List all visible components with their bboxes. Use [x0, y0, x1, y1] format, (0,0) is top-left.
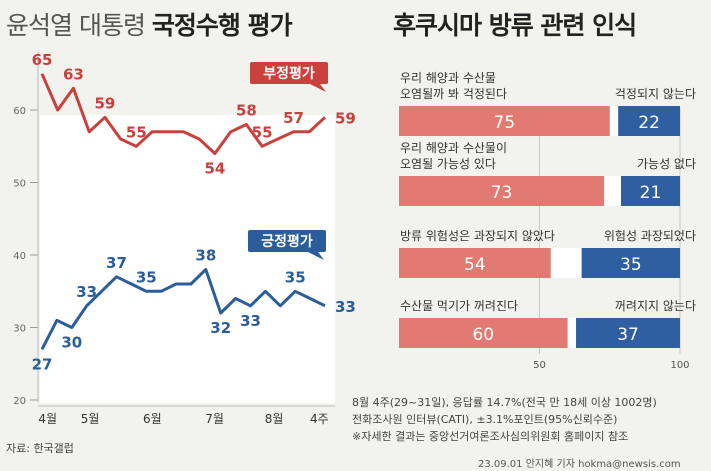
bar-agree-value: 54 — [464, 255, 486, 275]
survey-note-3: ※자세한 결과는 중앙선거여론조사심의위원회 홈페이지 참조 — [352, 430, 629, 443]
bar-chart-title: 후쿠시마 방류 관련 인식 — [393, 11, 637, 40]
data-label: 35 — [285, 268, 306, 286]
bar-disagree-value: 22 — [638, 113, 660, 133]
data-label: 27 — [32, 355, 53, 373]
data-label: 55 — [252, 123, 273, 141]
data-label: 63 — [63, 65, 84, 83]
data-label: 59 — [335, 109, 356, 127]
data-label: 32 — [210, 319, 231, 337]
line-chart-title-bold: 국정수행 평가 — [151, 11, 293, 40]
x-tick-label: 4주 — [310, 412, 329, 426]
bar-agree — [399, 106, 610, 136]
source-note: 자료: 한국갤럽 — [6, 442, 74, 455]
bar-agree-value: 75 — [494, 113, 516, 133]
line-chart-title-light: 윤석열 대통령 — [6, 11, 146, 40]
data-label: 57 — [283, 109, 304, 127]
data-label: 38 — [195, 247, 216, 265]
bar-agree-label: 우리 해양과 수산물 — [400, 71, 496, 85]
line-chart-title: 윤석열 대통령 국정수행 평가 — [6, 6, 293, 42]
legend-negative-pointer — [310, 84, 326, 92]
data-label: 33 — [76, 283, 97, 301]
bar-disagree — [620, 176, 680, 206]
bar-agree — [399, 248, 551, 278]
bar-disagree-label: 꺼려지지 않는다 — [615, 299, 696, 313]
credit-line: 23.09.01 안지혜 기자 hokma@newsis.com — [478, 459, 681, 470]
series-line-positive — [40, 268, 326, 350]
bar-agree-label: 수산물 먹기가 꺼려진다 — [400, 299, 518, 313]
data-label: 59 — [94, 94, 115, 112]
legend-negative-text: 부정평가 — [263, 65, 315, 82]
series-line-negative — [40, 73, 327, 155]
data-label: 33 — [335, 298, 356, 316]
data-label: 58 — [236, 102, 257, 120]
bar-disagree — [581, 248, 680, 278]
y-tick-label: 30 — [13, 324, 26, 335]
survey-note-2: 전화조사원 인터뷰(CATI), ±3.1%포인트(95%신뢰수준) — [352, 413, 618, 426]
data-label: 65 — [32, 51, 53, 69]
data-label: 33 — [240, 312, 261, 330]
bar-agree-value: 73 — [491, 183, 513, 203]
bar-agree-label: 방류 위험성은 과장되지 않았다 — [400, 229, 555, 243]
y-tick-label: 50 — [13, 179, 26, 190]
bar-disagree-value: 21 — [640, 183, 662, 203]
data-label: 55 — [126, 123, 147, 141]
bar-agree — [399, 318, 568, 348]
x-tick-label: 7월 — [205, 412, 224, 426]
bar-disagree-value: 37 — [617, 325, 639, 345]
legend-positive-text: 긍정평가 — [261, 233, 313, 250]
y-tick-label: 60 — [13, 106, 26, 117]
data-label: 37 — [106, 254, 127, 272]
y-tick-label: 20 — [13, 396, 26, 407]
bar-disagree-label: 걱정되지 않는다 — [615, 87, 696, 101]
legend-positive-box — [248, 230, 326, 252]
bar-disagree-label: 가능성 없다 — [637, 157, 696, 171]
line-chart: 20 30 40 50 60 4월 5월 6월 7월 8월 4주 65 63 59 55 54 58 55 57 59… — [13, 51, 356, 426]
data-label: 30 — [61, 334, 82, 352]
data-label: 35 — [136, 268, 157, 286]
bar-agree-label: 우리 해양과 수산물이 — [400, 141, 507, 155]
bar-disagree-value: 35 — [620, 255, 642, 275]
bar-agree-label: 오염될 가능성 있다 — [400, 157, 496, 171]
bar-agree-value: 60 — [472, 325, 494, 345]
bar-x-tick-label: 100 — [670, 360, 689, 371]
x-tick-label: 6월 — [143, 412, 162, 426]
legend-negative-box — [250, 62, 328, 84]
line-chart-plot-area — [40, 115, 335, 403]
x-tick-label: 5월 — [81, 412, 100, 426]
legend-positive-pointer — [308, 252, 324, 260]
bar-disagree — [576, 318, 680, 348]
bar-agree-label: 오염될까 봐 걱정된다 — [400, 87, 507, 101]
bar-x-tick-label: 50 — [533, 360, 546, 371]
y-tick-label: 40 — [13, 251, 26, 262]
bar-disagree-label: 위험성 과장되었다 — [604, 229, 696, 243]
x-tick-label: 8월 — [265, 412, 284, 426]
data-label: 54 — [205, 160, 226, 178]
x-tick-label: 4월 — [38, 412, 57, 426]
bar-disagree — [618, 106, 680, 136]
bar-agree — [399, 176, 605, 206]
survey-note-1: 8월 4주(29~31일), 응답률 14.7%(전국 만 18세 이상 100… — [352, 396, 657, 409]
